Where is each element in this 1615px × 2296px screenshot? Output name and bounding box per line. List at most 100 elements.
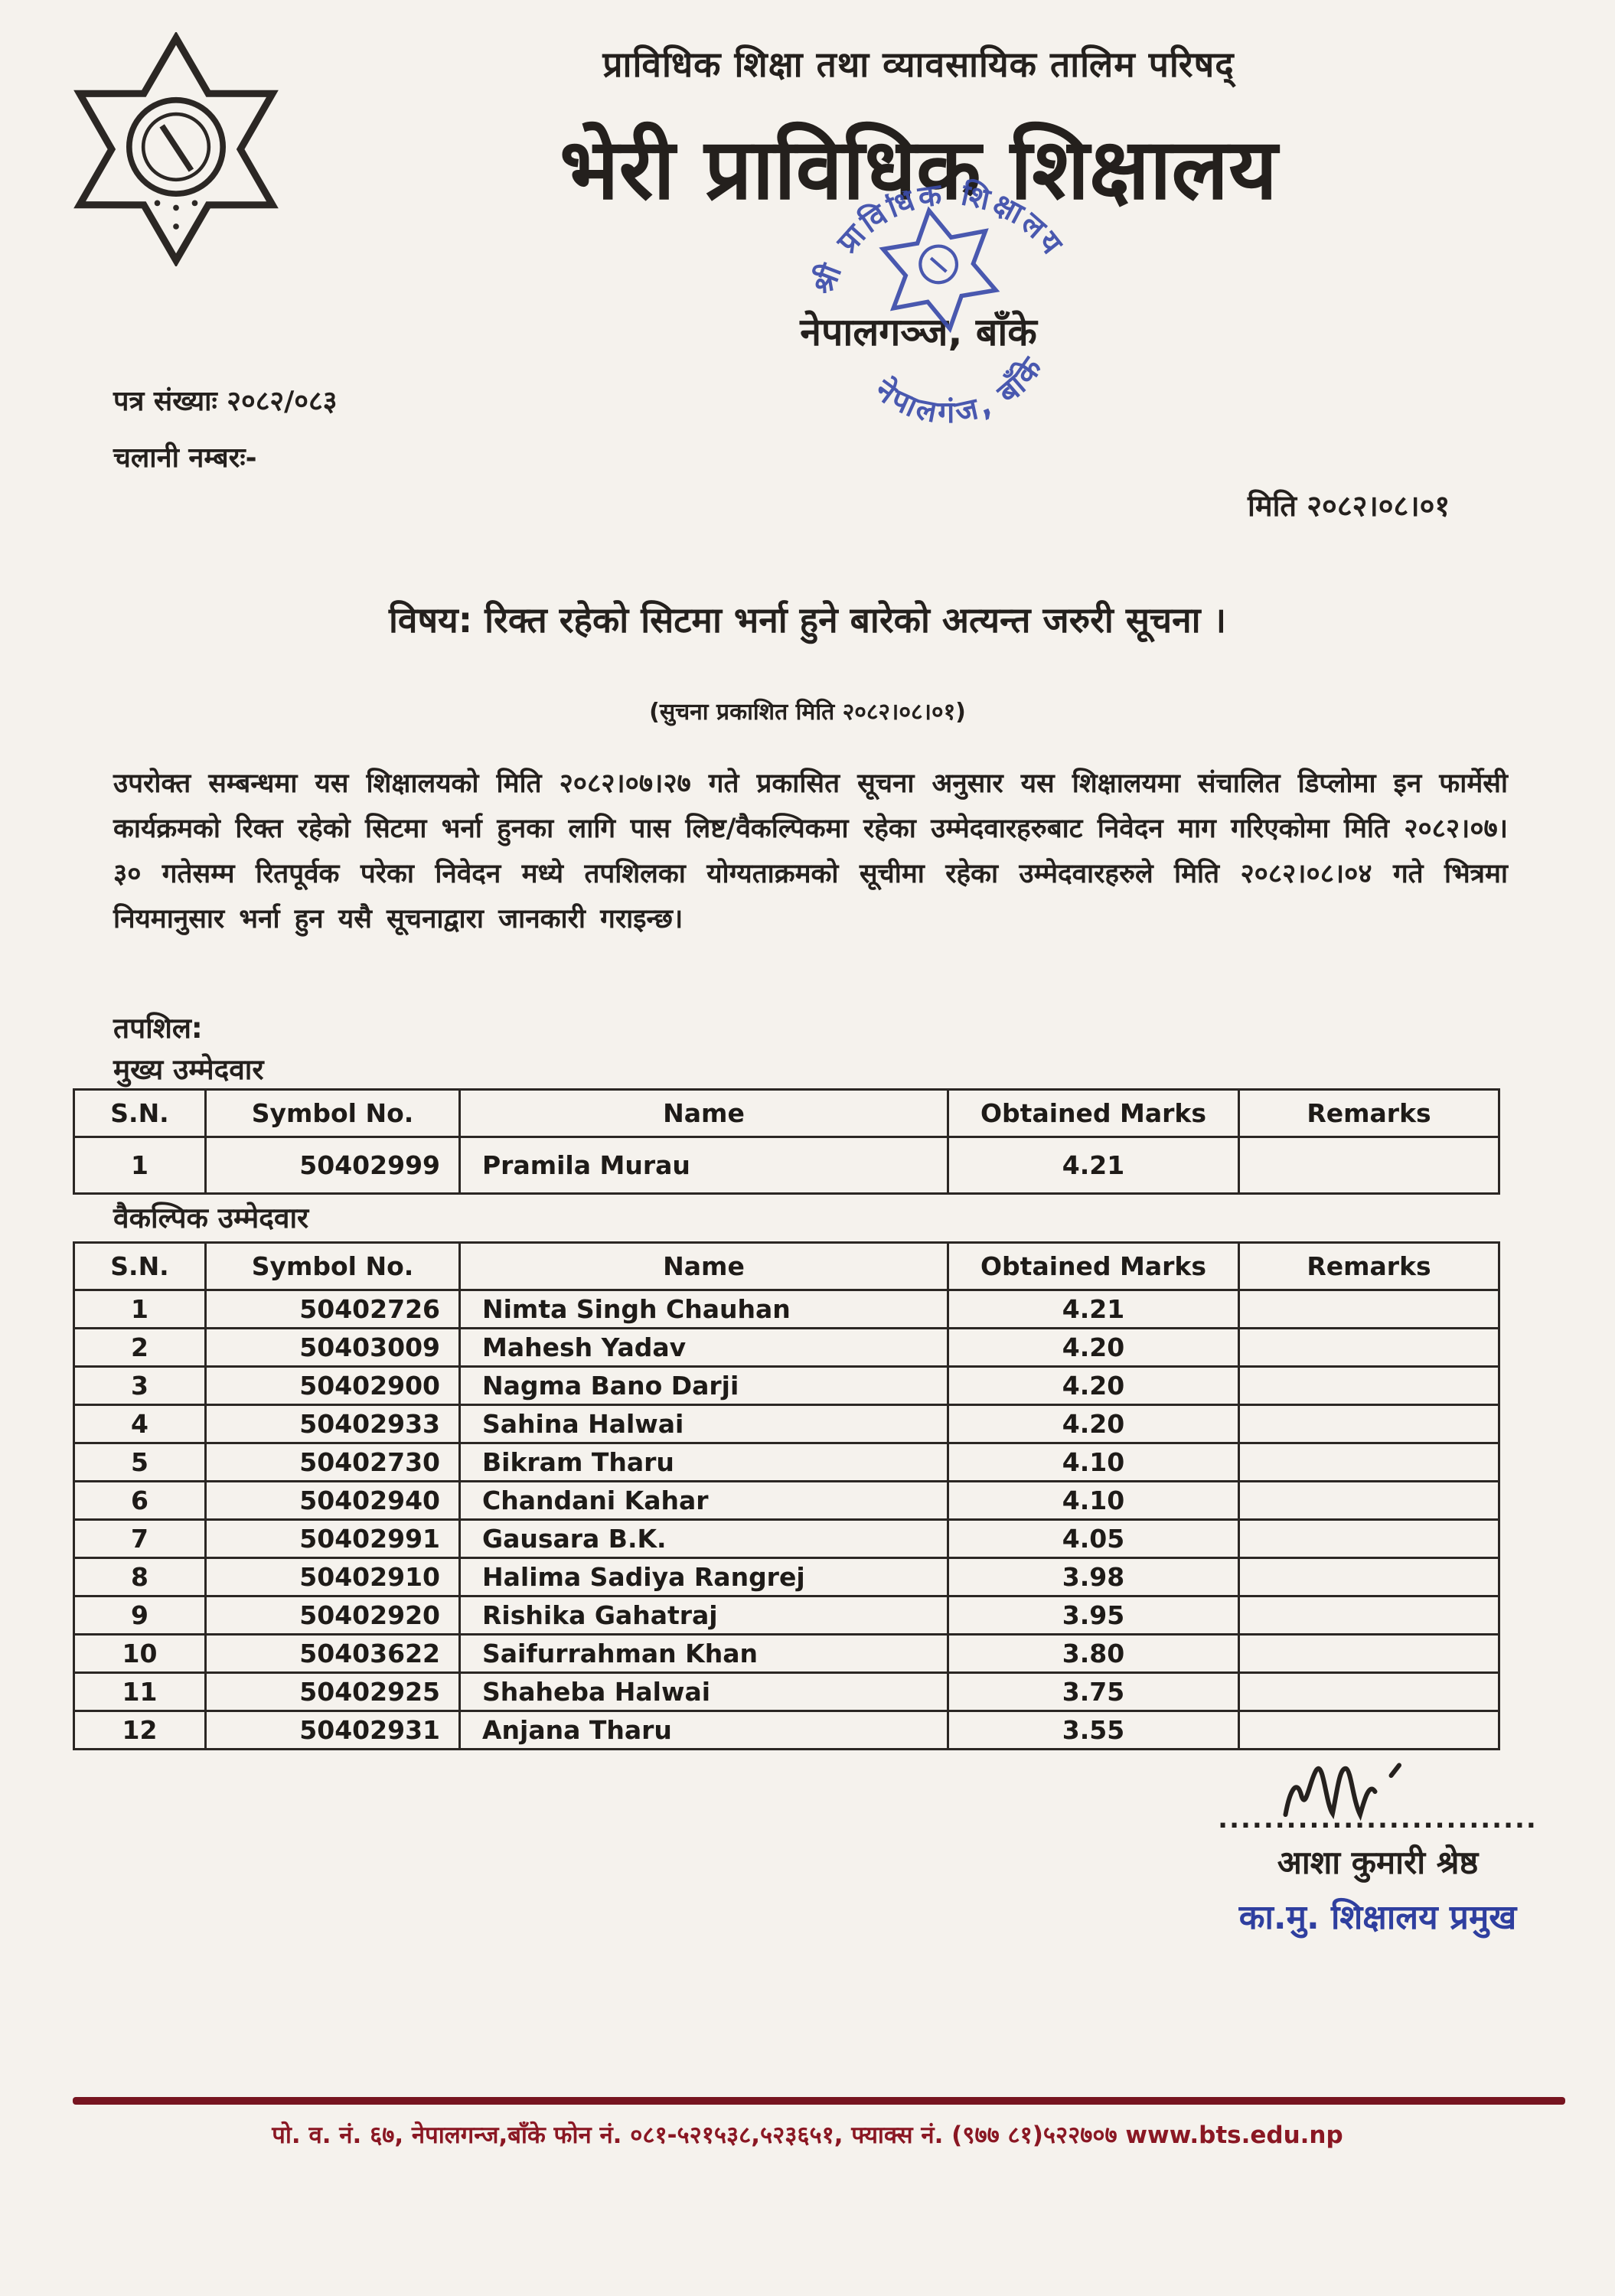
cell-symbol: 50402931: [204, 1710, 461, 1750]
table-row: 8 50402910 Halima Sadiya Rangrej 3.98: [73, 1557, 1500, 1597]
cell-symbol: 50402900: [204, 1365, 461, 1406]
alternative-candidate-table: S.N. Symbol No. Name Obtained Marks Rema…: [73, 1241, 1500, 1750]
cell-symbol: 50403622: [204, 1633, 461, 1674]
alternative-candidate-section-title: वैकल्पिक उम्मेदवार: [113, 1202, 309, 1234]
table-row: 3 50402900 Nagma Bano Darji 4.20: [73, 1365, 1500, 1406]
cell-sn: 6: [73, 1480, 207, 1521]
cell-name: Nimta Singh Chauhan: [458, 1289, 949, 1329]
footer-address-line: पो. व. नं. ६७, नेपालगन्ज,बाँके फोन नं. ०…: [272, 2122, 1343, 2149]
cell-name: Chandani Kahar: [458, 1480, 949, 1521]
cell-sn: 1: [73, 1136, 207, 1195]
cell-name: Bikram Tharu: [458, 1442, 949, 1482]
signature-block: ............................ आशा कुमारी …: [1163, 1763, 1592, 1939]
signatory-designation: का.मु. शिक्षालय प्रमुख: [1238, 1898, 1517, 1937]
cell-marks: 4.21: [947, 1136, 1240, 1195]
council-name-line: प्राविधिक शिक्षा तथा व्यावसायिक तालिम पर…: [602, 44, 1235, 85]
cell-marks: 3.95: [947, 1595, 1240, 1636]
cell-symbol: 50402999: [204, 1136, 461, 1195]
header-symbol: Symbol No.: [204, 1088, 461, 1138]
cell-name: Saifurrahman Khan: [458, 1633, 949, 1674]
cell-symbol: 50402940: [204, 1480, 461, 1521]
cell-remarks: [1238, 1404, 1500, 1444]
signature-icon: [1283, 1763, 1401, 1821]
body-paragraph: उपरोक्त सम्बन्धमा यस शिक्षालयको मिति २०८…: [113, 768, 1508, 934]
cell-sn: 2: [73, 1327, 207, 1368]
cell-sn: 4: [73, 1404, 207, 1444]
subject-line: विषय: रिक्त रहेको सिटमा भर्ना हुने बारेक…: [388, 599, 1227, 641]
cell-name: Rishika Gahatraj: [458, 1595, 949, 1636]
published-date-line: (सुचना प्रकाशित मिति २०८२।०८।०१): [649, 699, 966, 726]
header-name: Name: [458, 1241, 949, 1291]
header-sn: S.N.: [73, 1088, 207, 1138]
cell-symbol: 50402910: [204, 1557, 461, 1597]
school-name-title: भेरी प्राविधिक शिक्षालय: [560, 120, 1277, 218]
cell-sn: 7: [73, 1518, 207, 1559]
cell-name: Shaheba Halwai: [458, 1671, 949, 1712]
cell-symbol: 50402730: [204, 1442, 461, 1482]
cell-remarks: [1238, 1289, 1500, 1329]
letter-number-line: पत्र संख्याः २०८२/०८३: [113, 386, 338, 417]
cell-sn: 1: [73, 1289, 207, 1329]
cell-sn: 9: [73, 1595, 207, 1636]
date-line: मिति २०८२।०८।०१: [1248, 489, 1450, 523]
cell-marks: 4.05: [947, 1518, 1240, 1559]
cell-marks: 3.55: [947, 1710, 1240, 1750]
cell-symbol: 50402925: [204, 1671, 461, 1712]
cell-sn: 10: [73, 1633, 207, 1674]
table-row: 2 50403009 Mahesh Yadav 4.20: [73, 1327, 1500, 1368]
cell-sn: 12: [73, 1710, 207, 1750]
cell-symbol: 50402726: [204, 1289, 461, 1329]
cell-symbol: 50402991: [204, 1518, 461, 1559]
table-row: 7 50402991 Gausara B.K. 4.05: [73, 1518, 1500, 1559]
table-row: 5 50402730 Bikram Tharu 4.10: [73, 1442, 1500, 1482]
cell-sn: 11: [73, 1671, 207, 1712]
svg-text:नेपालगंज, बाँके: नेपालगंज, बाँके: [863, 344, 1059, 445]
cell-marks: 4.20: [947, 1327, 1240, 1368]
table-row: 9 50402920 Rishika Gahatraj 3.95: [73, 1595, 1500, 1636]
cell-name: Gausara B.K.: [458, 1518, 949, 1559]
table-row: 10 50403622 Saifurrahman Khan 3.80: [73, 1633, 1500, 1674]
cell-symbol: 50402920: [204, 1595, 461, 1636]
cell-name: Halima Sadiya Rangrej: [458, 1557, 949, 1597]
cell-sn: 8: [73, 1557, 207, 1597]
official-seal-stamp-icon: श्री प्राविधिक शिक्षालय नेपालगंज, बाँके: [791, 159, 1074, 445]
table-header-row: S.N. Symbol No. Name Obtained Marks Rema…: [73, 1088, 1500, 1138]
header-symbol: Symbol No.: [204, 1241, 461, 1291]
table-row: 1 50402726 Nimta Singh Chauhan 4.21: [73, 1289, 1500, 1329]
cell-remarks: [1238, 1365, 1500, 1406]
cell-name: Mahesh Yadav: [458, 1327, 949, 1368]
cell-remarks: [1238, 1442, 1500, 1482]
cell-remarks: [1238, 1518, 1500, 1559]
cell-marks: 3.98: [947, 1557, 1240, 1597]
details-label: तपशिल:: [113, 1012, 203, 1045]
school-location-line: नेपालगञ्ज, बाँके: [800, 310, 1037, 354]
seal-arc-bottom-text: नेपालगंज, बाँके: [863, 344, 1059, 445]
cell-remarks: [1238, 1557, 1500, 1597]
header-marks: Obtained Marks: [947, 1088, 1240, 1138]
header-name: Name: [458, 1088, 949, 1138]
table-row: 6 50402940 Chandani Kahar 4.10: [73, 1480, 1500, 1521]
table-row: 12 50402931 Anjana Tharu 3.55: [73, 1710, 1500, 1750]
cell-remarks: [1238, 1671, 1500, 1712]
header-sn: S.N.: [73, 1241, 207, 1291]
header-marks: Obtained Marks: [947, 1241, 1240, 1291]
cell-name: Anjana Tharu: [458, 1710, 949, 1750]
cell-sn: 3: [73, 1365, 207, 1406]
dispatch-number-line: चलानी नम्बरः-: [113, 442, 257, 474]
cell-remarks: [1238, 1327, 1500, 1368]
cell-name: Pramila Murau: [458, 1136, 949, 1195]
table-row: 11 50402925 Shaheba Halwai 3.75: [73, 1671, 1500, 1712]
header-remarks: Remarks: [1238, 1241, 1500, 1291]
footer-divider: [73, 2097, 1565, 2105]
cell-remarks: [1238, 1595, 1500, 1636]
signature-dotted-line: ............................: [1218, 1804, 1538, 1835]
cell-marks: 4.10: [947, 1480, 1240, 1521]
main-candidate-table: S.N. Symbol No. Name Obtained Marks Rema…: [73, 1088, 1500, 1195]
cell-sn: 5: [73, 1442, 207, 1482]
school-emblem-star-icon: [73, 32, 279, 266]
cell-marks: 4.20: [947, 1404, 1240, 1444]
signatory-name: आशा कुमारी श्रेष्ठ: [1277, 1844, 1479, 1881]
table-header-row: S.N. Symbol No. Name Obtained Marks Rema…: [73, 1241, 1500, 1291]
table-row: 4 50402933 Sahina Halwai 4.20: [73, 1404, 1500, 1444]
